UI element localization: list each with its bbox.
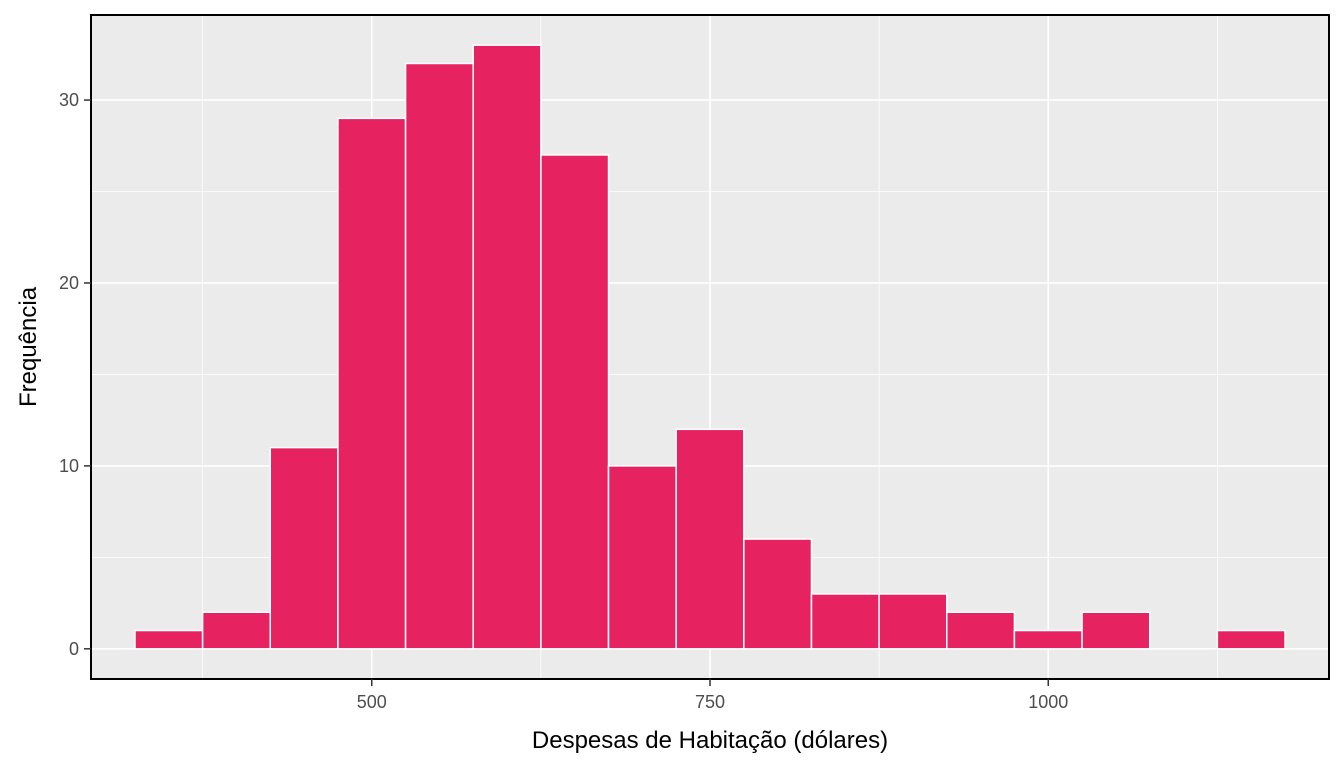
y-axis-ticks: 0 10 20 30 <box>59 90 91 659</box>
histogram-bar <box>540 154 610 650</box>
y-tick-label: 30 <box>59 90 79 110</box>
histogram-bar <box>607 465 677 650</box>
histogram-bar <box>404 62 474 650</box>
y-tick-label: 20 <box>59 273 79 293</box>
histogram-bar <box>201 611 272 650</box>
histogram-bar <box>1081 611 1151 650</box>
x-tick-label: 750 <box>695 692 725 712</box>
y-tick-label: 10 <box>59 456 79 476</box>
histogram-bar <box>337 117 407 650</box>
x-tick-label: 500 <box>357 692 387 712</box>
x-axis-title: Despesas de Habitação (dólares) <box>532 727 888 754</box>
y-tick-label: 0 <box>69 639 79 659</box>
y-axis-title: Frequência <box>15 286 42 407</box>
histogram-bars <box>134 44 1286 650</box>
histogram-bar <box>472 44 542 650</box>
histogram-bar <box>269 446 339 650</box>
x-tick-label: 1000 <box>1028 692 1068 712</box>
histogram-bar <box>946 611 1016 650</box>
histogram-bar <box>878 593 948 650</box>
histogram-bar <box>1216 629 1286 650</box>
histogram-bar <box>1013 629 1083 650</box>
histogram-bar <box>675 428 745 650</box>
x-axis-ticks: 500 750 1000 <box>357 679 1068 712</box>
histogram-bar <box>810 593 880 650</box>
histogram-bar <box>743 538 813 650</box>
histogram-bar <box>134 629 204 650</box>
